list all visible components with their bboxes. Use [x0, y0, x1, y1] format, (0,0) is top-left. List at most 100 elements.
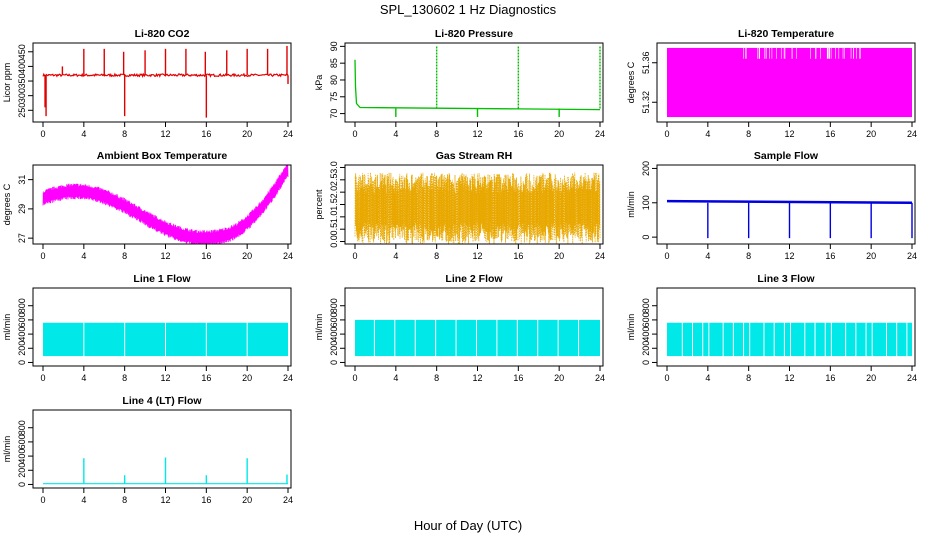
x-tick-label: 0 [352, 129, 357, 139]
plot-frame [32, 409, 292, 489]
panel-title: Line 2 Flow [445, 273, 503, 285]
y-tick-label: 0.5 [329, 223, 339, 236]
y-tick-label: 200 [17, 463, 27, 478]
x-tick-label: 8 [122, 373, 127, 383]
x-tick-label: 4 [393, 373, 398, 383]
series-line [42, 165, 289, 244]
y-tick-label: 0 [17, 482, 27, 487]
y-tick-label: 800 [17, 420, 27, 435]
y-tick-label: 3.0 [329, 161, 339, 174]
data-layer [355, 319, 600, 359]
x-tick-label: 4 [393, 251, 398, 261]
y-tick-label: 0 [641, 360, 651, 365]
panel-8: Line 2 Flow ml/min 0 4 8 12 16 20 24 0 20040060080… [314, 273, 605, 383]
x-tick-label: 0 [664, 251, 669, 261]
x-tick-label: 24 [907, 251, 917, 261]
data-layer [666, 199, 913, 239]
x-tick-label: 20 [242, 129, 252, 139]
panel-7: Line 1 Flow ml/min 0 4 8 12 16 20 24 0 20040060080… [2, 273, 293, 383]
y-tick-label: 1.0 [329, 211, 339, 224]
panel-2: Li-820 Pressure kPa 0 4 8 12 16 20 24 70 75 80 85 90 [314, 28, 605, 139]
y-tick-label: 0.0 [329, 235, 339, 248]
y-tick-label: 0 [641, 235, 651, 240]
x-tick-label: 8 [122, 129, 127, 139]
x-tick-label: 12 [160, 129, 170, 139]
figure-title: SPL_130602 1 Hz Diagnostics [379, 2, 557, 17]
x-tick-label: 12 [472, 251, 482, 261]
panel-title: Line 1 Flow [133, 273, 191, 285]
y-tick-label: 27 [17, 233, 27, 243]
x-tick-label: 24 [907, 373, 917, 383]
x-tick-label: 24 [283, 495, 293, 505]
x-tick-label: 0 [40, 495, 45, 505]
plot-frame [32, 42, 292, 123]
x-tick-label: 16 [201, 495, 211, 505]
x-tick-label: 8 [434, 129, 439, 139]
x-tick-label: 8 [122, 251, 127, 261]
y-tick-label: 51.32 [641, 91, 651, 114]
x-tick-label: 4 [393, 129, 398, 139]
x-tick-label: 4 [705, 373, 710, 383]
data-layer [667, 322, 912, 359]
panel-title: Gas Stream RH [436, 150, 512, 162]
x-tick-label: 16 [825, 251, 835, 261]
y-axis-label: percent [314, 189, 324, 220]
y-tick-label: 800 [17, 298, 27, 313]
series-line [354, 172, 601, 244]
series-line [666, 199, 913, 205]
x-tick-label: 16 [201, 373, 211, 383]
x-tick-label: 24 [595, 251, 605, 261]
x-tick-label: 16 [513, 373, 523, 383]
data-layer [667, 47, 912, 118]
y-tick-label: 2.5 [329, 174, 339, 187]
y-tick-label: 200 [641, 341, 651, 356]
x-tick-label: 24 [595, 373, 605, 383]
panel-title: Li-820 Pressure [435, 28, 513, 40]
x-tick-label: 16 [825, 373, 835, 383]
y-tick-label: 600 [17, 434, 27, 449]
panel-title: Sample Flow [754, 150, 819, 162]
y-tick-label: 0 [17, 360, 27, 365]
x-tick-label: 0 [352, 373, 357, 383]
data-layer [43, 457, 288, 485]
y-axis-label: ml/min [314, 314, 324, 341]
x-tick-label: 8 [434, 251, 439, 261]
data-layer [42, 165, 289, 244]
data-layer [43, 322, 288, 359]
y-tick-label: 400 [329, 327, 339, 342]
x-tick-label: 20 [242, 251, 252, 261]
y-tick-label: 85 [329, 58, 339, 68]
x-axis-label: Hour of Day (UTC) [413, 518, 523, 533]
panel-title: Line 3 Flow [757, 273, 815, 285]
x-tick-label: 16 [201, 251, 211, 261]
y-tick-label: 75 [329, 92, 339, 102]
data-layer [354, 46, 601, 117]
y-tick-label: 400 [17, 449, 27, 464]
panel-title: Line 4 (LT) Flow [122, 395, 202, 407]
x-tick-label: 20 [554, 251, 564, 261]
y-tick-label: 800 [329, 298, 339, 313]
y-tick-label: 400 [641, 327, 651, 342]
plot-frame [32, 164, 292, 245]
x-tick-label: 4 [81, 373, 86, 383]
series-band [355, 319, 600, 357]
x-tick-label: 24 [283, 129, 293, 139]
series-band [667, 322, 912, 357]
y-tick-label: 90 [329, 41, 339, 51]
x-tick-label: 12 [160, 251, 170, 261]
y-tick-label: 31 [17, 175, 27, 185]
x-tick-label: 0 [664, 129, 669, 139]
x-tick-label: 0 [40, 129, 45, 139]
y-tick-label: 350 [17, 74, 27, 89]
x-tick-label: 16 [201, 129, 211, 139]
x-tick-label: 12 [784, 129, 794, 139]
x-tick-label: 20 [866, 129, 876, 139]
panel-4: Ambient Box Temperature degrees C 0 4 8 12 16 2… [2, 150, 293, 261]
y-tick-label: 300 [17, 88, 27, 103]
panel-title: Li-820 CO2 [135, 28, 190, 40]
plot-frame [344, 42, 604, 123]
y-tick-label: 250 [17, 103, 27, 118]
